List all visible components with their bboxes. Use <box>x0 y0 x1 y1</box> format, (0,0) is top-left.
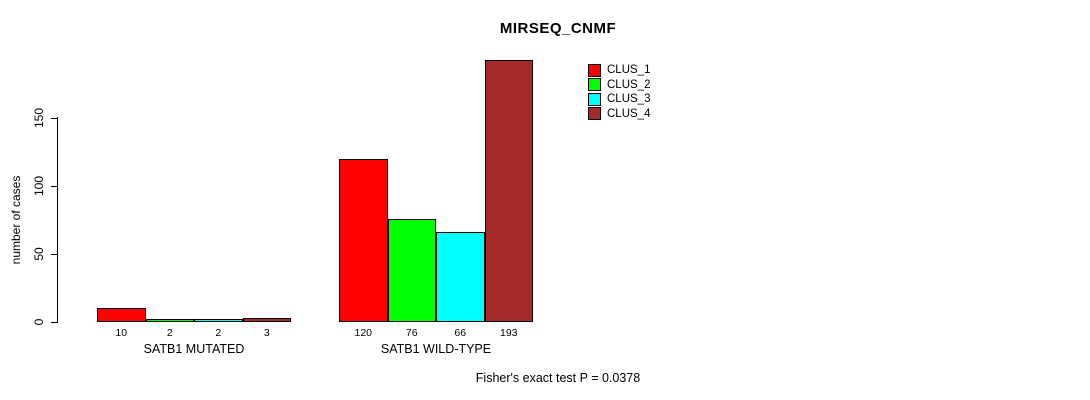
y-tick-label: 50 <box>32 247 46 261</box>
legend-label: CLUS_4 <box>607 107 651 120</box>
legend-label: CLUS_1 <box>607 64 651 77</box>
bar-value-label: 2 <box>215 327 222 339</box>
y-tick-mark <box>51 186 58 187</box>
legend-swatch-clus_2 <box>588 78 601 92</box>
y-tick-mark <box>51 118 58 119</box>
chart-subtitle: Fisher's exact test P = 0.0378 <box>475 371 641 385</box>
legend-row: CLUS_2 <box>588 78 650 93</box>
legend-label: CLUS_2 <box>607 78 651 91</box>
bar-value-label: 193 <box>499 327 518 339</box>
bar-value-label: 66 <box>454 327 467 339</box>
bar-clus_1 <box>97 308 146 322</box>
y-tick-label: 100 <box>32 175 46 197</box>
legend-row: CLUS_4 <box>588 107 650 122</box>
bar-value-label: 120 <box>354 327 373 339</box>
bar-clus_3 <box>436 232 485 322</box>
bar-clus_4 <box>485 60 533 322</box>
legend-row: CLUS_3 <box>588 92 650 107</box>
bar-clus_4 <box>243 318 291 322</box>
bar-clus_2 <box>388 219 436 322</box>
bar-value-label: 76 <box>405 327 418 339</box>
bar-value-label: 10 <box>115 327 128 339</box>
bar-value-label: 3 <box>263 327 270 339</box>
group-label: SATB1 MUTATED <box>143 342 245 356</box>
legend-swatch-clus_4 <box>588 107 601 121</box>
legend: CLUS_1 CLUS_2 CLUS_3 CLUS_4 <box>588 63 650 121</box>
y-axis-line <box>57 117 58 323</box>
legend-swatch-clus_1 <box>588 63 601 77</box>
y-tick-mark <box>51 322 58 323</box>
chart-title: MIRSEQ_CNMF <box>499 20 617 37</box>
legend-row: CLUS_1 <box>588 63 650 78</box>
bar-clus_2 <box>146 319 194 322</box>
bar-value-label: 2 <box>166 327 173 339</box>
group-label: SATB1 WILD-TYPE <box>380 342 492 356</box>
y-tick-label: 0 <box>32 318 46 326</box>
y-tick-mark <box>51 254 58 255</box>
legend-label: CLUS_3 <box>607 93 651 106</box>
bar-clus_1 <box>339 159 388 322</box>
y-tick-label: 150 <box>32 107 46 129</box>
legend-swatch-clus_3 <box>588 92 601 106</box>
bar-clus_3 <box>194 319 243 322</box>
y-axis-label: number of cases <box>9 175 23 265</box>
